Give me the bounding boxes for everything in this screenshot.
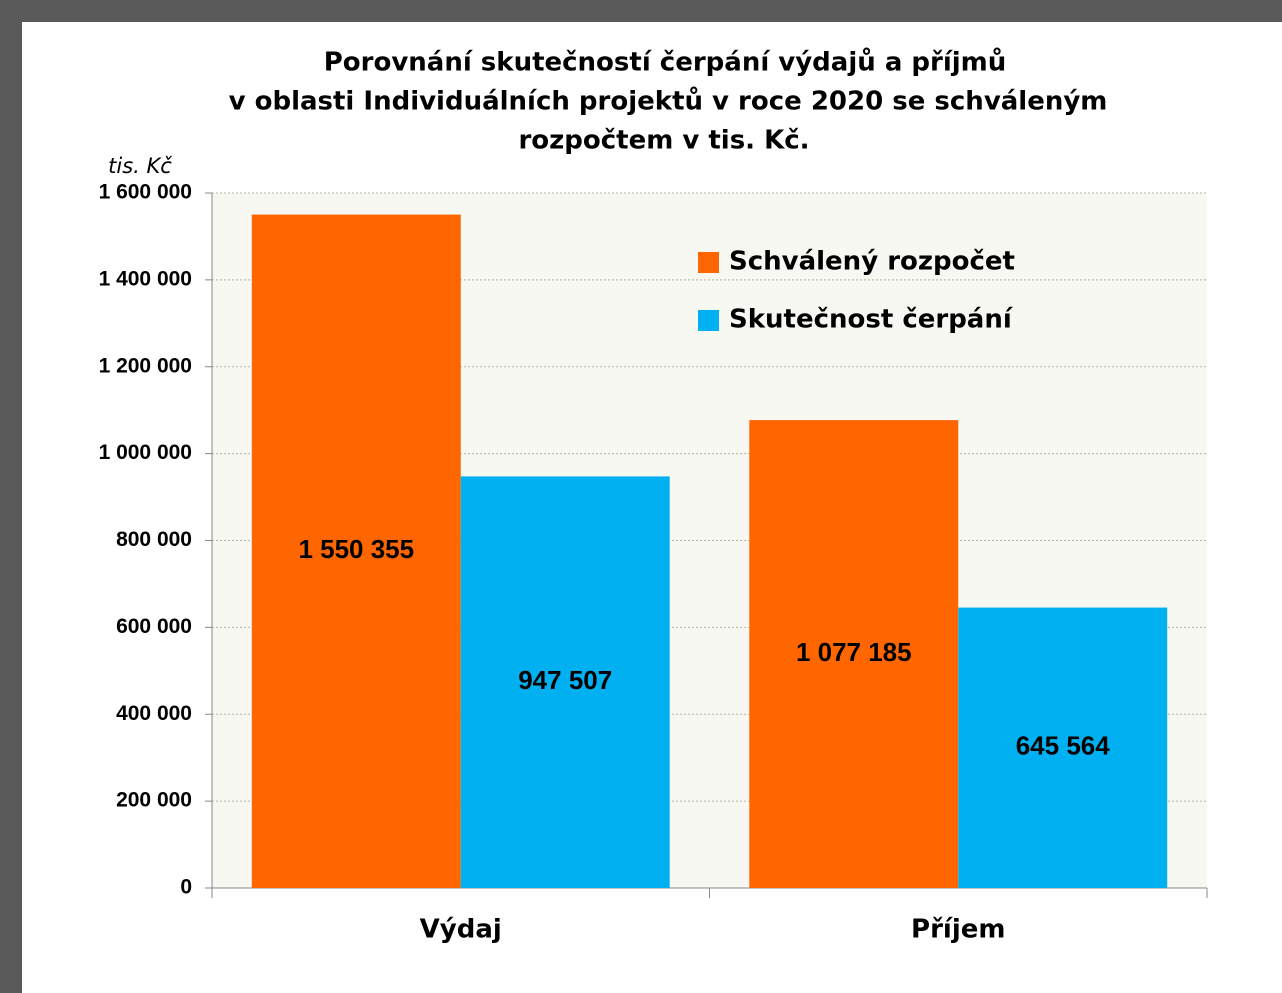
chart-title: Porovnání skutečností čerpání výdajů a p… [324, 47, 1007, 78]
legend-swatch [698, 252, 719, 273]
data-label: 1 550 355 [298, 534, 414, 564]
bar [251, 214, 461, 888]
chart-title: v oblasti Individuálních projektů v roce… [229, 86, 1108, 117]
legend-label: Skutečnost čerpání [729, 305, 1014, 335]
data-label: 645 564 [1016, 731, 1111, 761]
y-tick-label: 1 400 000 [99, 267, 192, 290]
y-axis-label: tis. Kč [108, 154, 172, 178]
y-tick-label: 1 000 000 [99, 441, 192, 464]
y-tick-label: 400 000 [116, 702, 192, 725]
data-label: 947 507 [518, 665, 612, 695]
x-tick-label: Výdaj [420, 915, 502, 945]
y-tick-label: 1 600 000 [99, 181, 192, 204]
y-tick-label: 0 [180, 876, 192, 899]
bar [958, 607, 1168, 888]
x-tick-label: Příjem [911, 915, 1005, 945]
y-tick-label: 1 200 000 [99, 354, 192, 377]
legend-label: Schválený rozpočet [729, 247, 1015, 277]
data-label: 1 077 185 [796, 637, 912, 667]
y-tick-label: 800 000 [116, 528, 192, 551]
y-tick-label: 200 000 [116, 789, 192, 812]
bar [460, 476, 670, 888]
bar [749, 420, 959, 888]
y-tick-label: 600 000 [116, 615, 192, 638]
chart-title: rozpočtem v tis. Kč. [518, 126, 809, 156]
legend-swatch [698, 310, 719, 331]
